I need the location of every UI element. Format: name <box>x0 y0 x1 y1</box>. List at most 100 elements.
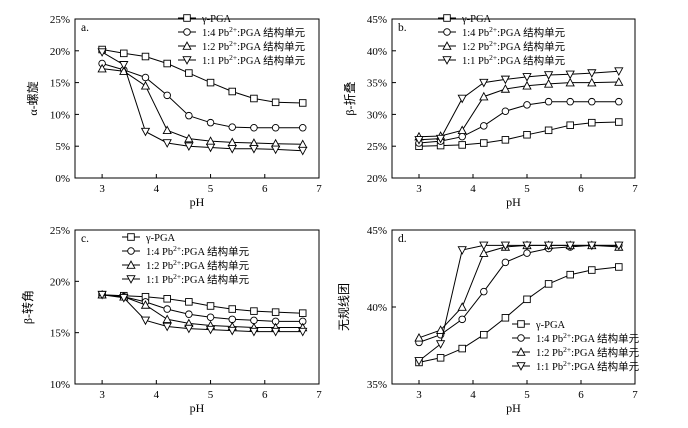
legend-marker <box>183 28 191 36</box>
data-point <box>185 298 193 306</box>
data-point <box>565 77 575 87</box>
series-line-4 <box>418 244 619 362</box>
data-point <box>249 144 259 154</box>
data-point <box>298 309 307 317</box>
legend-marker <box>183 14 191 22</box>
data-point <box>500 75 511 85</box>
panel-label: b. <box>398 22 407 34</box>
legend-entry: 1:1 Pb2+:PGA 结构单元 <box>202 53 306 68</box>
data-point <box>140 127 151 137</box>
data-point <box>458 141 466 149</box>
x-tick-label: 5 <box>208 183 214 195</box>
y-tick-label: 10% <box>50 109 70 121</box>
data-point <box>457 94 467 104</box>
y-tick-label: 40% <box>367 46 387 58</box>
series-line-2 <box>101 63 303 129</box>
data-point <box>298 146 308 156</box>
y-axis-label: 无规线团 <box>336 283 351 331</box>
legend-entry: 1:4 Pb2+:PGA 结构单元 <box>536 331 640 346</box>
data-point <box>205 143 216 153</box>
y-tick-label: 45% <box>367 225 387 237</box>
x-tick-label: 4 <box>154 389 160 401</box>
data-point <box>140 80 151 90</box>
data-point <box>479 78 489 88</box>
legend-entry: 1:2 Pb2+:PGA 结构单元 <box>462 39 566 54</box>
data-point <box>614 77 624 86</box>
data-point <box>206 302 215 310</box>
data-point <box>298 99 307 107</box>
data-point <box>185 69 193 77</box>
data-point <box>97 63 107 73</box>
series-line-4 <box>418 70 619 141</box>
data-point <box>162 322 172 332</box>
data-point <box>270 145 281 155</box>
series-line-2 <box>102 294 303 322</box>
legend-entry: 1:2 Pb2+:PGA 结构单元 <box>146 258 250 273</box>
legend-marker <box>443 28 451 36</box>
data-point <box>523 101 531 109</box>
data-point <box>479 248 489 257</box>
y-tick-label: 25% <box>50 225 70 237</box>
data-point <box>565 70 575 80</box>
data-point <box>458 315 466 324</box>
data-point <box>523 249 531 257</box>
plot-frame <box>74 18 320 179</box>
data-point <box>457 302 467 311</box>
x-tick-label: 6 <box>578 389 584 401</box>
panel-label: d. <box>398 233 407 245</box>
series-line-3 <box>418 81 619 138</box>
data-point <box>501 314 510 322</box>
panel-label: c. <box>81 233 89 245</box>
data-point <box>140 300 151 309</box>
legend-entry: 1:1 Pb2+:PGA 结构单元 <box>462 53 566 68</box>
data-point <box>414 357 424 366</box>
legend-marker <box>517 334 525 342</box>
legend-marker <box>442 41 452 50</box>
data-point <box>614 241 624 251</box>
legend-marker <box>516 347 526 356</box>
legend-entry: 1:1 Pb2+:PGA 结构单元 <box>146 272 250 287</box>
data-point <box>479 241 489 251</box>
data-point <box>457 246 467 255</box>
data-point <box>480 139 488 147</box>
legend-entry: 1:2 Pb2+:PGA 结构单元 <box>536 345 640 360</box>
legend-entry: 1:4 Pb2+:PGA 结构单元 <box>146 244 250 259</box>
x-tick-label: 7 <box>632 183 638 195</box>
x-tick-label: 4 <box>470 389 476 401</box>
data-point <box>615 263 623 271</box>
data-point <box>435 134 446 144</box>
data-point <box>523 131 531 139</box>
data-point <box>228 123 236 131</box>
data-point <box>250 94 258 103</box>
data-point <box>271 308 280 316</box>
data-point <box>250 124 258 132</box>
data-point <box>163 295 171 303</box>
x-axis-label: pH <box>506 401 521 415</box>
data-point <box>414 136 424 145</box>
series-line-4 <box>102 294 303 333</box>
data-point <box>588 266 596 274</box>
legend-entry: γ-PGA <box>201 14 232 25</box>
data-point <box>228 305 236 313</box>
data-point <box>97 290 107 300</box>
series-line-4 <box>101 51 303 152</box>
data-point <box>501 258 510 267</box>
y-tick-label: 10% <box>50 379 70 391</box>
data-point <box>271 98 280 107</box>
y-tick-label: 30% <box>367 109 387 121</box>
data-point <box>480 287 488 296</box>
data-point <box>163 91 171 100</box>
legend-marker <box>443 14 451 22</box>
x-axis-label: pH <box>190 195 205 209</box>
x-tick-label: 3 <box>416 183 422 195</box>
series-line-3 <box>102 294 303 328</box>
legend-entry: γ-PGA <box>461 14 492 25</box>
data-point <box>163 305 171 313</box>
legend-marker <box>517 320 525 328</box>
y-axis-label: β-转角 <box>20 290 35 324</box>
legend-marker <box>182 41 192 50</box>
legend-entry: γ-PGA <box>145 233 176 244</box>
data-point <box>435 340 446 349</box>
